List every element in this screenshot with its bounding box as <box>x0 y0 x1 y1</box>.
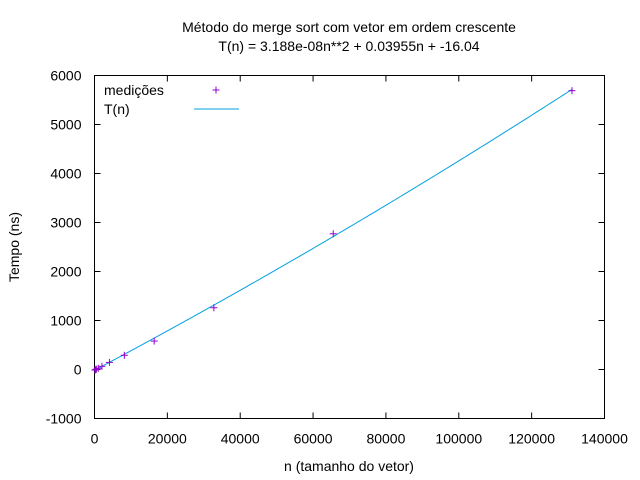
x-tick-label: 60000 <box>294 431 333 447</box>
series-layer <box>91 87 576 374</box>
data-point <box>568 87 576 95</box>
data-point <box>105 358 113 366</box>
data-point <box>210 304 218 312</box>
x-tick-label: 0 <box>91 431 99 447</box>
data-point <box>150 337 158 345</box>
x-tick-label: 120000 <box>508 431 555 447</box>
legend-plus-marker <box>212 86 220 94</box>
x-tick-label: 80000 <box>366 431 405 447</box>
plot-frame <box>94 75 605 419</box>
y-tick-label: 2000 <box>50 264 81 280</box>
data-point <box>120 351 128 359</box>
legend-marker-medicoes <box>212 86 220 94</box>
y-tick-label: 0 <box>74 362 82 378</box>
y-axis-label: Tempo (ns) <box>6 212 22 282</box>
chart-title: Método do merge sort com vetor em ordem … <box>182 19 516 35</box>
legend-label-medicoes: medições <box>104 82 164 98</box>
x-tick-label: 40000 <box>221 431 260 447</box>
x-tick-label: 100000 <box>435 431 482 447</box>
y-tick-label: -1000 <box>46 411 82 427</box>
data-point <box>329 230 337 238</box>
chart-subtitle: T(n) = 3.188e-08n**2 + 0.03955n + -16.04 <box>218 38 479 54</box>
x-axis: 0 20000 40000 60000 80000 100000 120000 140000 <box>91 75 628 447</box>
fit-curve <box>94 89 573 371</box>
legend-label-fit: T(n) <box>104 101 130 117</box>
y-tick-label: 6000 <box>50 68 81 84</box>
data-point <box>98 362 106 370</box>
legend: medições T(n) <box>104 82 239 117</box>
y-axis: -1000 0 1000 2000 3000 4000 5000 6000 <box>46 68 605 427</box>
x-tick-label: 20000 <box>148 431 187 447</box>
y-tick-label: 5000 <box>50 117 81 133</box>
y-tick-label: 4000 <box>50 166 81 182</box>
y-tick-label: 3000 <box>50 215 81 231</box>
x-axis-label: n (tamanho do vetor) <box>284 458 414 474</box>
y-tick-label: 1000 <box>50 313 81 329</box>
data-point <box>94 364 102 372</box>
x-tick-label: 140000 <box>581 431 628 447</box>
